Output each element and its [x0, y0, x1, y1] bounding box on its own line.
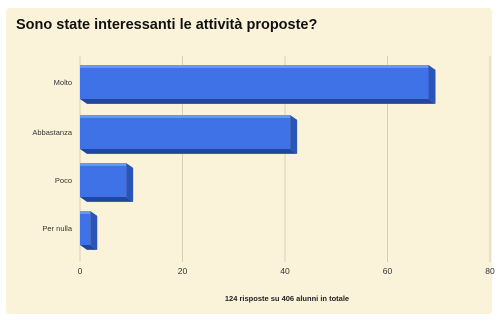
bars — [80, 65, 436, 250]
bar-front — [80, 211, 91, 245]
bar-highlight — [80, 65, 429, 68]
bar-highlight — [80, 163, 127, 166]
bar-side — [126, 163, 134, 202]
chart-title: Sono state interessanti le attività prop… — [16, 17, 318, 33]
bar-bottom — [80, 245, 98, 250]
category-label: Per nulla — [42, 224, 72, 233]
bar-side — [428, 65, 436, 104]
chart-panel — [6, 8, 492, 314]
bar-molto — [80, 65, 436, 104]
x-tick-label: 20 — [178, 266, 188, 276]
category-label: Abbastanza — [32, 128, 72, 137]
x-tick-label: 40 — [280, 266, 290, 276]
bar-side — [290, 115, 298, 154]
category-label: Poco — [55, 176, 72, 185]
bar-per-nulla — [80, 211, 98, 250]
bar-highlight — [80, 211, 91, 214]
bar-bottom — [80, 149, 298, 154]
bar-bottom — [80, 197, 134, 202]
bar-front — [80, 115, 291, 149]
category-labels: Molto Abbastanza Poco Per nulla — [32, 78, 72, 233]
x-axis-label: 124 risposte su 406 alunni in totale — [225, 294, 349, 303]
bar-side — [90, 211, 98, 250]
bar-highlight — [80, 115, 291, 118]
x-tick-labels: 0 20 40 60 80 — [78, 266, 495, 276]
x-tick-label: 60 — [383, 266, 393, 276]
bar-poco — [80, 163, 134, 202]
x-tick-label: 0 — [78, 266, 83, 276]
category-label: Molto — [54, 78, 72, 87]
x-tick-label: 80 — [485, 266, 495, 276]
bar-front — [80, 163, 127, 197]
bar-bottom — [80, 99, 436, 104]
bar-abbastanza — [80, 115, 298, 154]
bar-front — [80, 65, 429, 99]
